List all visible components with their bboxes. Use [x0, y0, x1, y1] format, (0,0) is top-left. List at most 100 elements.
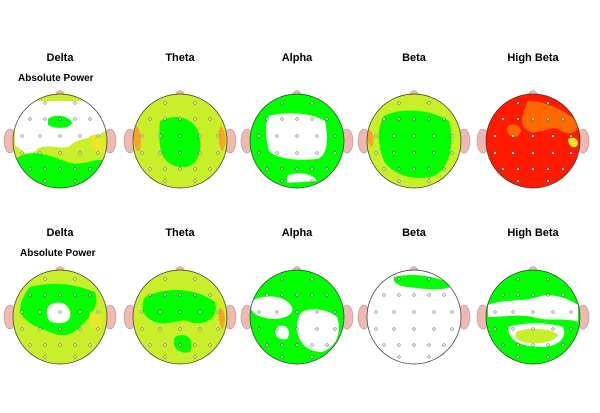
electrode: [427, 117, 431, 121]
electrode: [295, 151, 299, 155]
electrode: [295, 134, 299, 138]
electrode: [374, 134, 378, 138]
power-region: [297, 309, 339, 352]
electrode: [73, 167, 77, 171]
electrode: [58, 134, 62, 138]
electrode: [78, 310, 82, 314]
electrode: [546, 293, 550, 297]
electrode: [20, 310, 24, 314]
electrode: [58, 327, 62, 331]
electrode: [265, 293, 269, 297]
topomap-high-beta: [476, 266, 590, 365]
electrode: [310, 179, 314, 183]
electrode: [198, 151, 202, 155]
topomap-alpha: [240, 90, 354, 189]
electrode: [397, 277, 401, 281]
electrode: [58, 293, 62, 297]
electrode: [178, 134, 182, 138]
electrode: [193, 101, 197, 105]
electrode: [432, 134, 436, 138]
electrode: [374, 151, 378, 155]
electrode: [315, 310, 319, 314]
electrode: [208, 343, 212, 347]
electrode: [310, 343, 314, 347]
electrode: [73, 179, 77, 183]
head-outline: [485, 93, 581, 189]
electrode: [325, 117, 329, 121]
electrode: [531, 327, 535, 331]
electrode: [511, 327, 515, 331]
electrode: [280, 355, 284, 359]
electrode: [73, 355, 77, 359]
electrode: [20, 134, 24, 138]
head-outline: [12, 269, 108, 365]
electrode: [43, 179, 47, 183]
electrode: [546, 101, 550, 105]
power-region: [275, 325, 289, 340]
electrode: [280, 343, 284, 347]
electrode: [427, 355, 431, 359]
electrode: [310, 101, 314, 105]
electrode: [73, 293, 77, 297]
electrode: [208, 167, 212, 171]
topomap-alpha: [240, 266, 354, 365]
electrode: [412, 134, 416, 138]
electrode: [561, 293, 565, 297]
electrode: [432, 151, 436, 155]
power-region: [507, 124, 521, 137]
head-outline: [366, 93, 462, 189]
electrode: [531, 134, 535, 138]
electrode: [412, 117, 416, 121]
electrode: [412, 151, 416, 155]
topomap-delta: [3, 90, 117, 189]
electrode: [397, 167, 401, 171]
electrode: [561, 343, 565, 347]
electrode: [551, 310, 555, 314]
electrode: [178, 310, 182, 314]
head-outline: [249, 93, 345, 189]
power-region: [250, 296, 293, 319]
electrode: [28, 293, 32, 297]
electrode: [546, 167, 550, 171]
electrode: [501, 343, 505, 347]
electrode: [43, 101, 47, 105]
electrode: [397, 343, 401, 347]
electrode: [442, 293, 446, 297]
electrode: [58, 167, 62, 171]
electrode: [280, 167, 284, 171]
electrode: [382, 293, 386, 297]
electrode: [20, 151, 24, 155]
topomap-theta: [123, 90, 237, 189]
electrode: [412, 343, 416, 347]
electrode: [193, 355, 197, 359]
electrode: [374, 327, 378, 331]
electrode: [73, 117, 77, 121]
electrode: [216, 310, 220, 314]
electrode: [178, 117, 182, 121]
band-title-alpha: Alpha: [281, 52, 313, 64]
power-region: [515, 328, 558, 344]
electrode: [493, 151, 497, 155]
electrode: [178, 151, 182, 155]
electrode: [569, 327, 573, 331]
electrode: [280, 101, 284, 105]
electrode: [382, 167, 386, 171]
electrode: [442, 117, 446, 121]
electrode: [280, 179, 284, 183]
electrode: [38, 327, 42, 331]
electrode: [392, 310, 396, 314]
electrode: [43, 293, 47, 297]
row-label-absolute-power: Absolute Power: [18, 73, 94, 84]
electrode: [43, 117, 47, 121]
electrode: [442, 167, 446, 171]
electrode: [392, 151, 396, 155]
electrode: [551, 151, 555, 155]
band-title-high-beta: High Beta: [507, 52, 559, 64]
electrode: [265, 343, 269, 347]
head-outline: [485, 269, 581, 365]
electrode: [382, 117, 386, 121]
head-outline: [249, 269, 345, 365]
electrode: [427, 167, 431, 171]
electrode: [20, 327, 24, 331]
electrode: [28, 343, 32, 347]
